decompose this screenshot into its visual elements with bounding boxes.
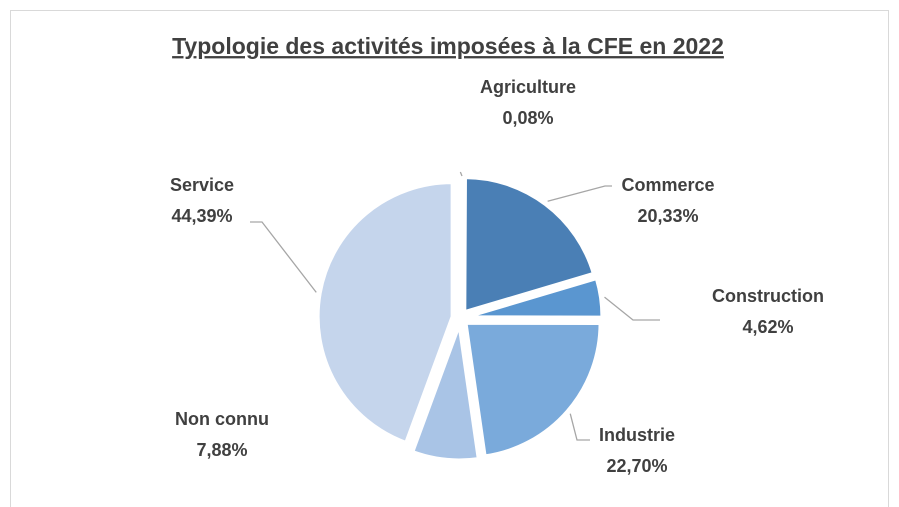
slice-label-value: 4,62%: [742, 317, 793, 337]
slice-label-name: Industrie: [599, 425, 675, 445]
slice-label-name: Construction: [712, 286, 824, 306]
slice-label-value: 20,33%: [637, 206, 698, 226]
slice-label-value: 22,70%: [606, 456, 667, 476]
leader-line: [459, 171, 463, 177]
slice-label-name: Agriculture: [480, 77, 576, 97]
pie-slice: [467, 276, 604, 319]
pie-slice: [316, 181, 454, 445]
pie-slice: [410, 325, 480, 462]
slice-label-value: 7,88%: [196, 440, 247, 460]
leader-line: [604, 296, 660, 321]
slice-label-value: 44,39%: [171, 206, 232, 226]
slice-label-name: Commerce: [621, 175, 714, 195]
leader-line: [250, 221, 317, 293]
slice-label-name: Non connu: [175, 409, 269, 429]
leader-line: [547, 185, 612, 202]
pie-slice: [458, 174, 463, 311]
leader-line: [569, 413, 590, 441]
pie-slice: [463, 176, 596, 314]
chart-title: Typologie des activités imposées à la CF…: [172, 33, 724, 59]
slice-label-name: Service: [170, 175, 234, 195]
slice-label-value: 0,08%: [502, 108, 553, 128]
pie-slice: [464, 321, 602, 458]
